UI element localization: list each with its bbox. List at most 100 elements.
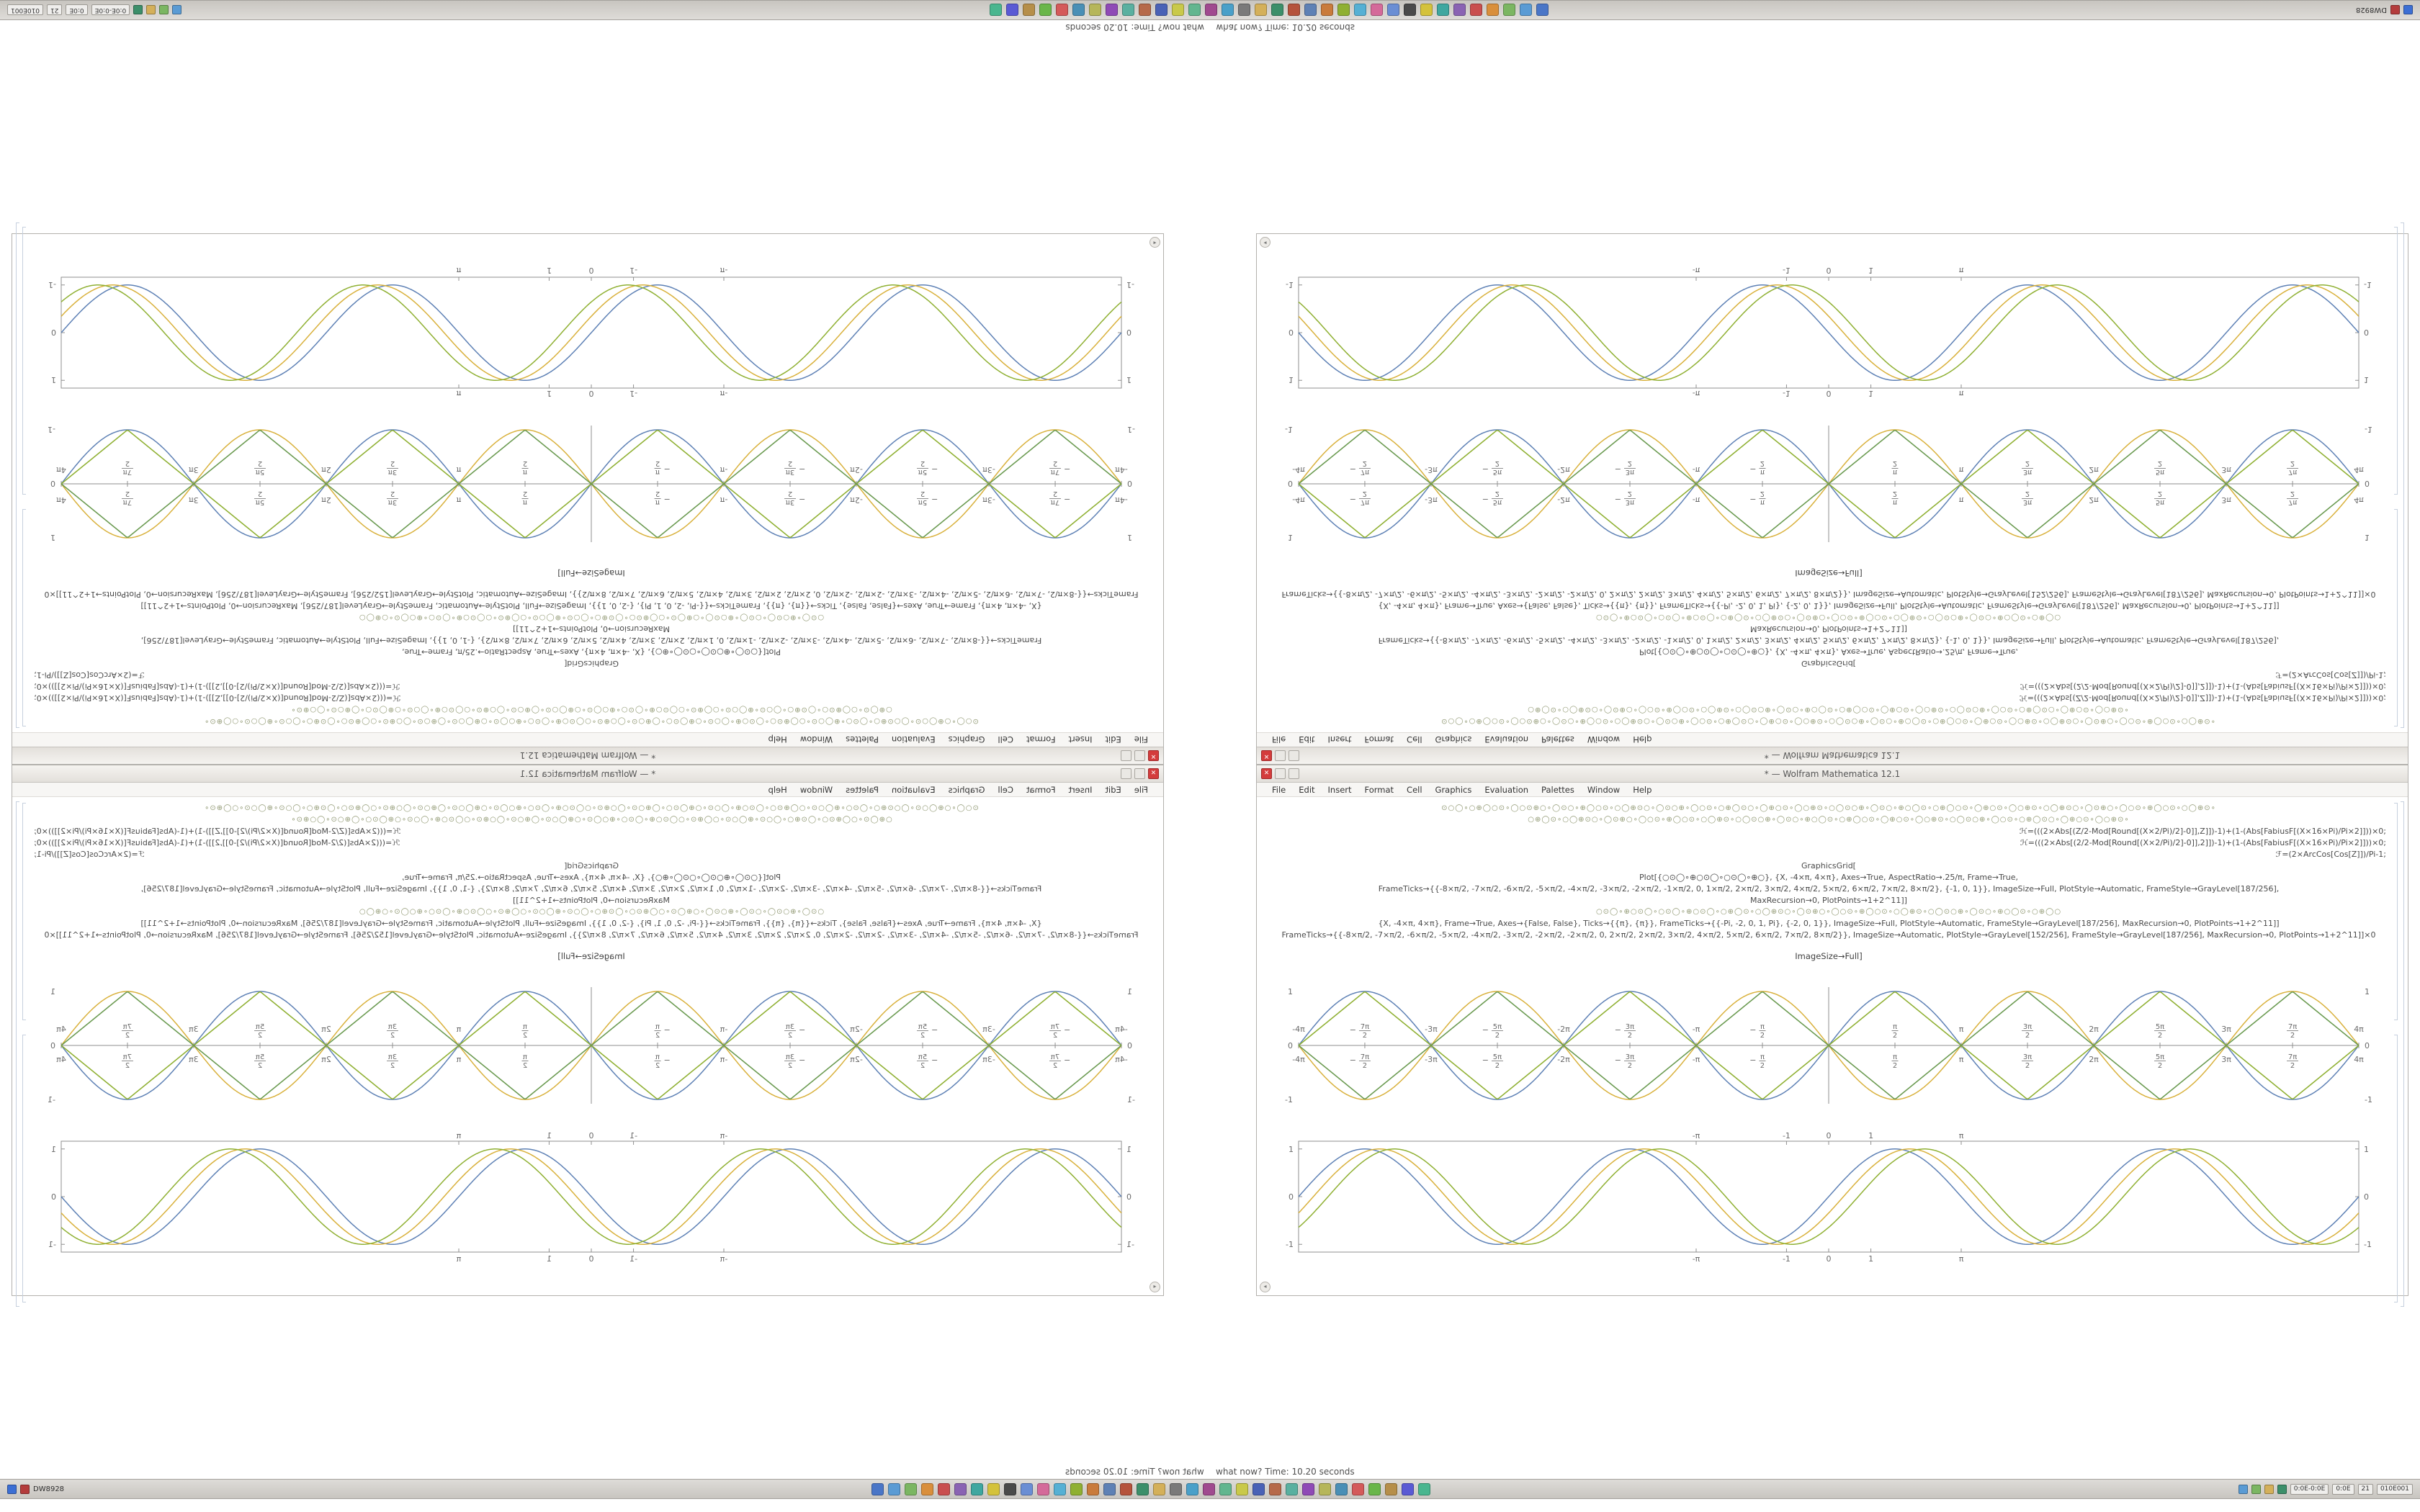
taskbar-app-icon[interactable]: [1021, 1482, 1034, 1495]
taskbar-app-icon[interactable]: [1054, 1482, 1067, 1495]
network-icon[interactable]: [2238, 1484, 2248, 1494]
menu-item-window[interactable]: Window: [799, 734, 833, 745]
taskbar-app-icon[interactable]: [1370, 4, 1383, 17]
taskbar-app-icon[interactable]: [1105, 4, 1118, 17]
window-minimize-button[interactable]: [1121, 750, 1131, 761]
window-close-button[interactable]: ✕: [1148, 768, 1159, 779]
code-line[interactable]: FrameTicks→{{-8×π/2, -7×π/2, -6×π/2, -5×…: [1281, 590, 2376, 599]
window-minimize-button[interactable]: [1121, 768, 1131, 779]
code-line[interactable]: Plot[{○⊙◯∘⊕○⊙◯∘○⊙◯∘⊕○}, {X, -4×π, 4×π}, …: [402, 647, 781, 657]
menu-item-window[interactable]: Window: [1587, 784, 1621, 795]
taskbar-app-icon[interactable]: [1353, 4, 1366, 17]
taskbar-app-icon[interactable]: [1121, 4, 1134, 17]
menu-item-palettes[interactable]: Palettes: [1541, 734, 1574, 745]
taskbar-app-icon[interactable]: [1469, 4, 1482, 17]
scroll-left-button[interactable]: ◂: [1150, 1282, 1160, 1292]
window-titlebar[interactable]: ✕ * — Wolfram Mathematica 12.1: [12, 747, 1163, 764]
menu-item-evaluation[interactable]: Evaluation: [1484, 734, 1529, 745]
taskbar-app-icon[interactable]: [1486, 4, 1499, 17]
taskbar-app-icon[interactable]: [905, 1482, 918, 1495]
taskbar-app-icon[interactable]: [1138, 4, 1151, 17]
menu-item-insert[interactable]: Insert: [1068, 734, 1093, 745]
menu-item-evaluation[interactable]: Evaluation: [891, 784, 936, 795]
menu-item-cell[interactable]: Cell: [1407, 784, 1422, 795]
window-close-button[interactable]: ✕: [1261, 750, 1272, 761]
volume-icon[interactable]: [159, 5, 169, 15]
taskbar-app-icon[interactable]: [1072, 4, 1085, 17]
code-line[interactable]: MaxRecursion→0, PlotPoints→1+2^11]]: [513, 624, 670, 634]
code-line[interactable]: ○⊙◯∘⊕○⊙◯∘○⊙◯∘⊕○⊙◯∘○⊕◯⊙∘○◯⊕⊙○∘◯⊙⊕○∘◯○⊙∘⊕◯…: [358, 613, 825, 621]
code-line[interactable]: ℋ=(((2×Abs[(2/2-Mod[Round[(X×2/Pi)/2]-0]…: [34, 682, 400, 691]
taskbar-app-icon[interactable]: [1236, 1482, 1249, 1495]
menu-item-insert[interactable]: Insert: [1327, 784, 1352, 795]
code-line[interactable]: {X, -4×π, 4×π}, Frame→True, Axes→{False,…: [1378, 919, 2280, 928]
menu-item-palettes[interactable]: Palettes: [1541, 784, 1574, 795]
taskbar-app-icon[interactable]: [1203, 1482, 1216, 1495]
menu-item-file[interactable]: File: [1134, 784, 1148, 795]
menu-item-cell[interactable]: Cell: [1407, 734, 1422, 745]
menu-item-format[interactable]: Format: [1364, 734, 1394, 745]
taskbar-app-icon[interactable]: [1022, 4, 1035, 17]
taskbar-app-icon[interactable]: [1502, 4, 1515, 17]
window-minimize-button[interactable]: [1289, 768, 1299, 779]
window-maximize-button[interactable]: [1134, 768, 1145, 779]
code-line[interactable]: ○⊕◯⊙∘○◯⊕⊙○∘◯⊙⊕○∘◯○⊙∘⊕◯○⊙∘○◯⊕⊙∘○◯⊙○⊕∘◯⊙○∘…: [290, 816, 892, 824]
taskbar-app-icon[interactable]: [1320, 4, 1333, 17]
menu-item-edit[interactable]: Edit: [1105, 734, 1121, 745]
taskbar-app-icon[interactable]: [1337, 4, 1350, 17]
menu-item-insert[interactable]: Insert: [1327, 734, 1352, 745]
window-maximize-button[interactable]: [1275, 750, 1286, 761]
code-line[interactable]: MaxRecursion→0, PlotPoints→1+2^11]]: [513, 896, 670, 905]
clock-icon[interactable]: [2264, 1484, 2274, 1494]
taskbar-app-icon[interactable]: [1204, 4, 1217, 17]
scroll-left-button[interactable]: ◂: [1150, 237, 1160, 248]
taskbar-app-icon[interactable]: [938, 1482, 951, 1495]
code-line[interactable]: ℋ=(((2×Abs[(Z/2-Mod[Round[(X×2/Pi)/2]-0]…: [34, 693, 401, 703]
menu-item-help[interactable]: Help: [768, 734, 787, 745]
code-line[interactable]: ⊙○◯∘○⊕◯○⊙∘◯○⊙⊕○∘◯⊙○∘⊕◯○⊙∘○◯⊕⊙○∘◯⊙○⊕∘◯○⊙∘…: [1441, 804, 2216, 812]
code-cell[interactable]: ⊙○◯∘○⊕◯○⊙∘◯○⊙⊕○∘◯⊙○∘⊕◯○⊙∘○◯⊕⊙○∘◯⊙○⊕∘◯○⊙∘…: [34, 803, 1149, 941]
taskbar-app-icon[interactable]: [1137, 1482, 1150, 1495]
clock-icon[interactable]: [146, 5, 156, 15]
taskbar-app-icon[interactable]: [1402, 1482, 1415, 1495]
code-line[interactable]: ℋ=(((2×Abs[(2/2-Mod[Round[(X×2/Pi)/2]-0]…: [2020, 682, 2386, 691]
menu-item-palettes[interactable]: Palettes: [846, 784, 879, 795]
taskbar-app-icon[interactable]: [1252, 1482, 1265, 1495]
taskbar-app-icon[interactable]: [1004, 1482, 1017, 1495]
menu-item-insert[interactable]: Insert: [1068, 784, 1093, 795]
window-titlebar[interactable]: ✕ * — Wolfram Mathematica 12.1: [1257, 747, 2408, 764]
code-line[interactable]: ℋ=(((2×Abs[(Z/2-Mod[Round[(X×2/Pi)/2]-0]…: [2019, 827, 2386, 836]
code-cell[interactable]: ⊙○◯∘○⊕◯○⊙∘◯○⊙⊕○∘◯⊙○∘⊕◯○⊙∘○◯⊕⊙○∘◯⊙○⊕∘◯○⊙∘…: [1271, 588, 2386, 726]
taskbar-app-icon[interactable]: [1286, 1482, 1299, 1495]
menu-item-format[interactable]: Format: [1364, 784, 1394, 795]
menu-item-cell[interactable]: Cell: [998, 784, 1013, 795]
menu-item-edit[interactable]: Edit: [1299, 734, 1315, 745]
taskbar-app-icon[interactable]: [1170, 1482, 1183, 1495]
code-line[interactable]: Plot[{○⊙◯∘⊕○⊙◯∘○⊙◯∘⊕○}, {X, -4×π, 4×π}, …: [1639, 873, 2018, 882]
menu-item-window[interactable]: Window: [799, 784, 833, 795]
taskbar-app-icon[interactable]: [1153, 1482, 1166, 1495]
taskbar-app-icon[interactable]: [1335, 1482, 1348, 1495]
code-line[interactable]: ○⊕◯⊙∘○◯⊕⊙○∘◯⊙⊕○∘◯○⊙∘⊕◯○⊙∘○◯⊕⊙∘○◯⊙○⊕∘◯⊙○∘…: [1528, 706, 2130, 714]
code-cell[interactable]: ⊙○◯∘○⊕◯○⊙∘◯○⊙⊕○∘◯⊙○∘⊕◯○⊙∘○◯⊕⊙○∘◯⊙○⊕∘◯○⊙∘…: [34, 588, 1149, 726]
taskbar-app-icon[interactable]: [1418, 1482, 1431, 1495]
menu-item-help[interactable]: Help: [1633, 784, 1652, 795]
menu-item-window[interactable]: Window: [1587, 734, 1621, 745]
taskbar-app-icon[interactable]: [1269, 1482, 1282, 1495]
taskbar-app-icon[interactable]: [1221, 4, 1234, 17]
taskbar-app-icon[interactable]: [1352, 1482, 1365, 1495]
code-line[interactable]: GraphicsGrid[: [1801, 659, 1856, 668]
taskbar-app-icon[interactable]: [1039, 4, 1052, 17]
taskbar-app-icon[interactable]: [1186, 1482, 1199, 1495]
menu-item-evaluation[interactable]: Evaluation: [1484, 784, 1529, 795]
code-line[interactable]: {X, -4×π, 4×π}, Frame→True, Axes→{False,…: [1378, 601, 2280, 611]
taskbar-app-icon[interactable]: [1302, 1482, 1315, 1495]
code-line[interactable]: GraphicsGrid[: [564, 861, 619, 870]
taskbar-app-icon[interactable]: [1037, 1482, 1050, 1495]
taskbar-app-icon[interactable]: [954, 1482, 967, 1495]
menu-item-graphics[interactable]: Graphics: [1435, 784, 1472, 795]
taskbar-app-icon[interactable]: [1368, 1482, 1381, 1495]
taskbar-app-icon[interactable]: [1386, 4, 1399, 17]
taskbar-app-icon[interactable]: [1120, 1482, 1133, 1495]
taskbar-app-icon[interactable]: [1087, 1482, 1100, 1495]
